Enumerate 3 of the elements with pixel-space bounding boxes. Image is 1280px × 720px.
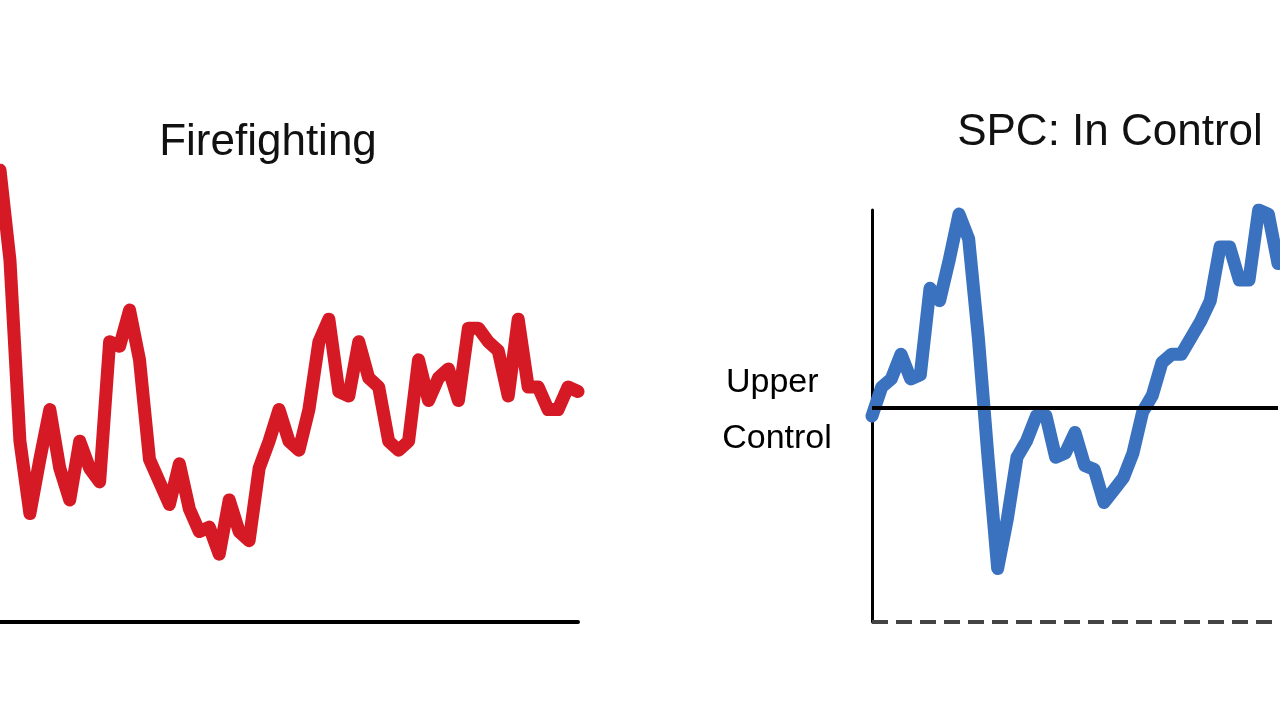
chart-title: SPC: In Control	[957, 104, 1263, 154]
ref-line-label: Upper Control	[722, 360, 832, 455]
chart-title: Firefighting	[159, 114, 377, 164]
